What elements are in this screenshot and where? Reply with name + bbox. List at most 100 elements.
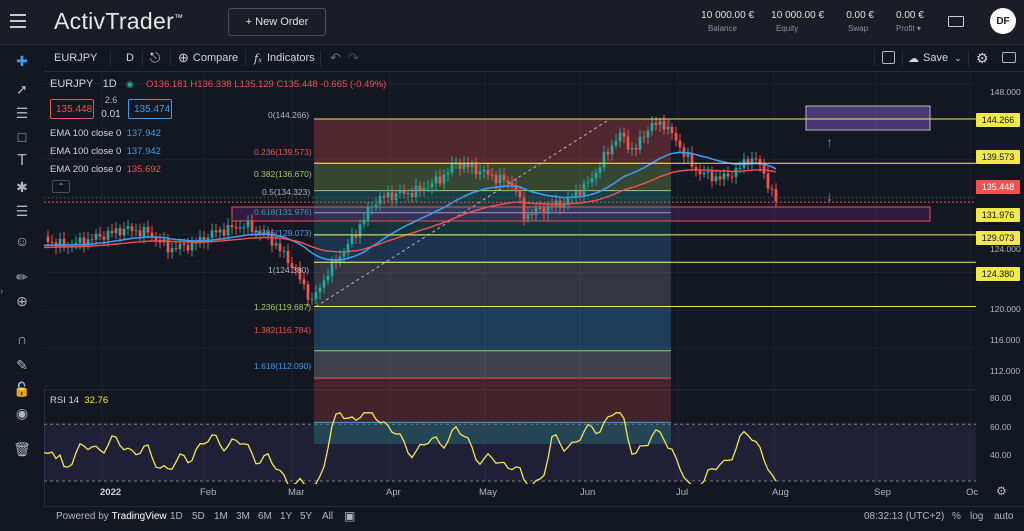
interval-selector[interactable]: D [126,52,134,64]
settings-icon[interactable]: ⚙ [976,49,989,66]
buy-price-box[interactable]: 135.474 [128,99,172,119]
candle-body [94,233,98,240]
range-5y[interactable]: 5Y [300,510,313,522]
candle-body [518,191,522,198]
save-button[interactable]: ☁ Save ⌄ [908,52,962,65]
range-1m[interactable]: 1M [214,510,228,522]
range-6m[interactable]: 6M [258,510,272,522]
price-label: 124.000 [990,244,1021,254]
candle-body [634,148,638,150]
time-label: Jul [676,487,689,498]
candle-body [494,175,498,184]
candle-body [262,231,266,235]
price-chart[interactable] [44,72,976,484]
redo-icon[interactable]: ↷ [348,50,359,65]
prediction-icon[interactable]: ☰ [15,202,29,219]
candle-body [618,132,622,142]
candle-body [686,153,690,157]
pencil-lock-icon[interactable]: ✎ [16,356,28,373]
horizontal-lines[interactable] [44,118,976,308]
fib-label-0786: 0.786(129.073) [254,228,312,238]
panel-toggle-icon[interactable]: › [0,286,4,297]
candle-body [230,224,234,227]
indicators-button[interactable]: fₓ Indicators [254,51,315,65]
fib-zone [314,262,671,307]
candle-body [114,228,118,234]
lock-icon[interactable]: 🔓 [13,380,31,397]
sell-price-box[interactable]: 135.448 [50,99,94,119]
rsi-band [44,424,976,481]
candle-body [290,263,294,268]
candle-body [614,141,618,146]
ema-100-line [44,151,777,261]
candle-body [346,244,350,253]
menu-icon[interactable] [10,14,26,28]
candle-body [546,205,550,214]
price-tag-current: 135.448 [976,180,1020,194]
candle-body [62,238,66,248]
candle-body [106,230,110,240]
crosshair-icon[interactable]: ✚ [16,52,28,69]
fib-label-0618: 0.618(131.976) [254,207,312,217]
pattern-icon[interactable]: ✱ [16,178,28,195]
profit-metric[interactable]: 0.00 € Profit ▾ [896,10,924,33]
text-tool-icon[interactable]: T [17,152,27,169]
date-range-icon[interactable]: ▣ [344,509,356,523]
candle-body [138,230,142,237]
candle-body [174,248,178,250]
arrow-up-icon: ↑ [826,134,833,150]
candle-body [626,136,630,150]
candle-body [702,172,706,175]
indicator-ema-200[interactable]: EMA 200 close 0 135.692 [50,164,161,175]
zoom-in-icon[interactable]: ⊕ [16,292,28,309]
fib-label-0382: 0.382(136.670) [254,169,312,179]
axis-settings-icon[interactable]: ⚙ [996,484,1007,498]
drawn-rectangles[interactable] [231,105,931,222]
candle-body [750,158,754,164]
collapse-legend-button[interactable]: ⌃ [52,180,70,193]
indicator-ema-100-b[interactable]: EMA 100 close 0 137.942 [50,146,161,157]
candle-body [306,284,310,300]
new-order-button[interactable]: + New Order [228,8,326,36]
auto-toggle[interactable]: auto [994,510,1014,522]
range-3m[interactable]: 3M [236,510,250,522]
time-label: Mar [288,487,305,498]
candle-body [738,167,742,169]
percent-toggle[interactable]: % [952,510,961,522]
camera-icon[interactable] [1002,52,1016,63]
divider [968,50,969,66]
range-all[interactable]: All [322,510,334,522]
candles-icon[interactable]: ⎋ [150,50,161,65]
time-label: Feb [200,487,217,498]
symbol-selector[interactable]: EURJPY [54,52,98,64]
divider [320,50,321,66]
candle-body [82,237,86,247]
candle-body [286,251,290,264]
fullscreen-icon[interactable] [882,51,895,64]
range-1y[interactable]: 1Y [280,510,293,522]
ruler-icon[interactable]: ✏ [16,268,28,285]
mail-icon[interactable] [948,16,964,27]
shape-icon[interactable]: □ [17,129,27,145]
candle-body [374,204,378,207]
avatar[interactable]: DF [990,8,1016,34]
candle-body [378,196,382,205]
emoji-icon[interactable]: ☺ [14,233,30,249]
undo-icon[interactable]: ↶ [330,50,341,65]
symbol-legend: EURJPY 1D ◉ [50,78,134,90]
powered-by[interactable]: Powered by TradingView [56,510,167,522]
fib-label-1: 1(124.380) [268,265,310,275]
trash-icon[interactable]: 🗑 [13,440,31,457]
magnet-icon[interactable]: ∩ [16,331,28,347]
trend-line-icon[interactable]: ➚ [16,80,28,97]
log-toggle[interactable]: log [970,510,984,522]
indicator-ema-100-a[interactable]: EMA 100 close 0 137.942 [50,128,161,139]
fibonacci-retracement[interactable] [314,118,671,445]
range-1d[interactable]: 1D [170,510,183,522]
candle-body [166,239,170,253]
eye-icon[interactable]: ◉ [15,404,29,421]
rsi-legend[interactable]: RSI 14 32.76 [50,395,109,406]
range-5d[interactable]: 5D [192,510,205,522]
fib-tool-icon[interactable]: ☰ [15,104,29,121]
compare-button[interactable]: ⊕ Compare [178,50,239,65]
